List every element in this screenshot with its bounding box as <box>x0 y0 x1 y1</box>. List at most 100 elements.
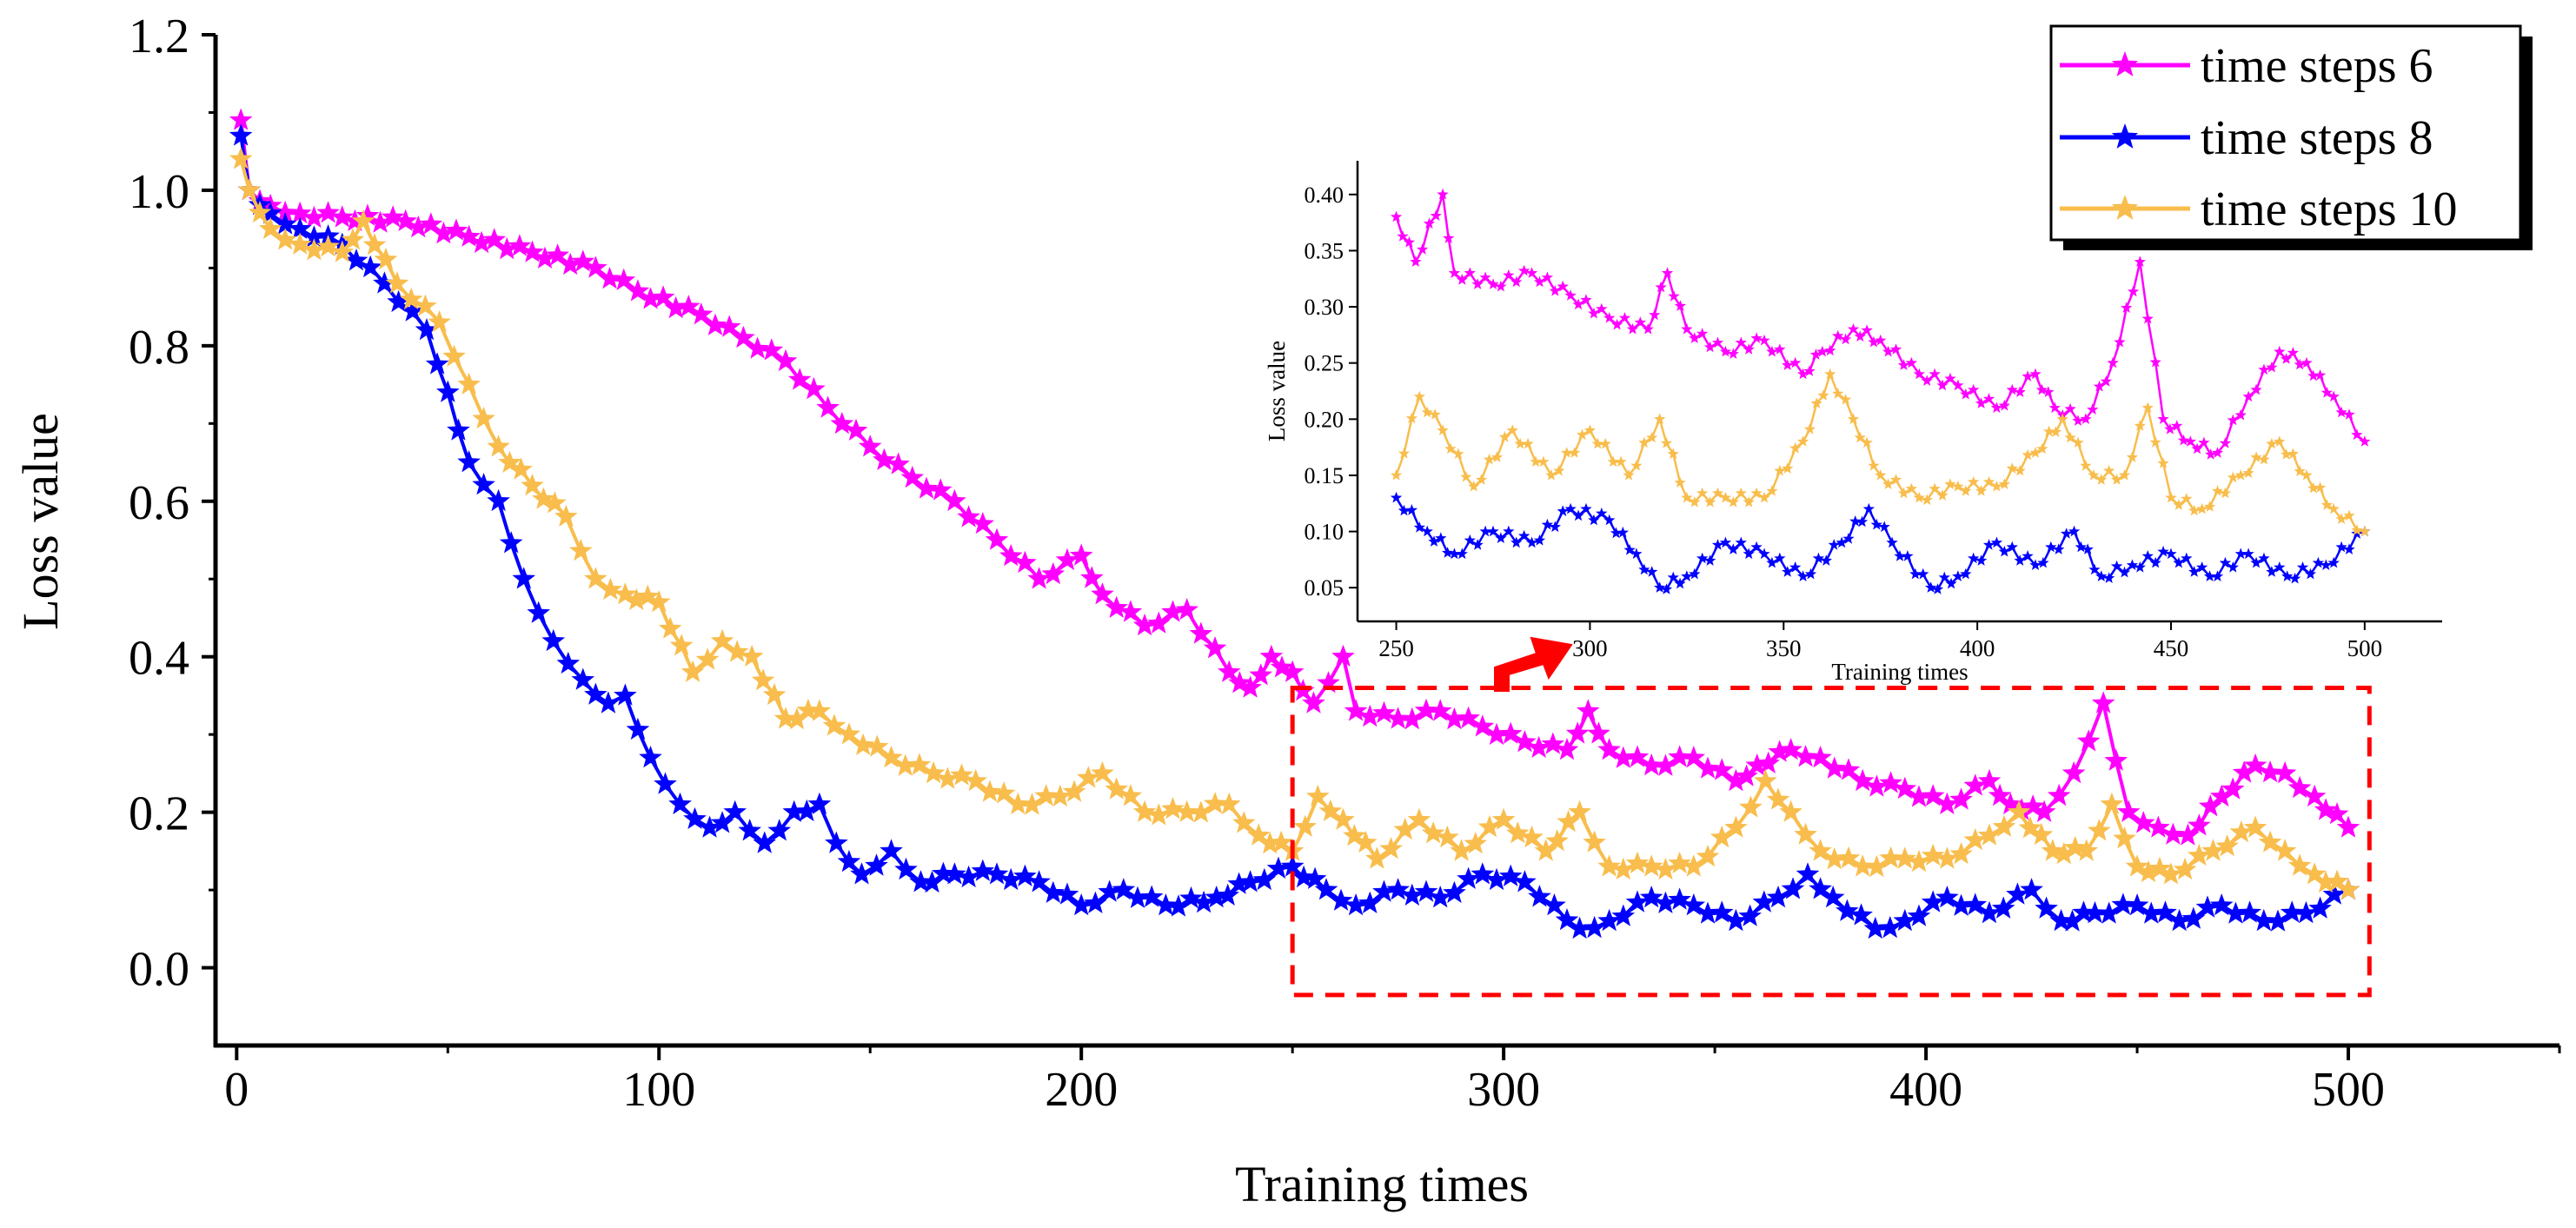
inset-data-point-star <box>1727 543 1739 554</box>
inset-data-point-star <box>2029 447 2042 458</box>
data-point-star <box>2111 893 2135 915</box>
data-point-star <box>1710 758 1734 780</box>
data-point-star <box>2336 815 2360 838</box>
data-point-star <box>710 811 734 833</box>
main-y-tick-label: 0.0 <box>129 943 189 997</box>
data-point-star <box>1491 807 1516 830</box>
data-point-star <box>1977 900 2002 924</box>
inset-data-point-star <box>1804 568 1817 580</box>
data-point-star <box>2075 839 2099 861</box>
data-point-star <box>1132 800 1157 822</box>
inset-data-point-star <box>2242 467 2254 478</box>
inset-data-point-star <box>1623 543 1636 555</box>
data-point-star <box>894 857 918 880</box>
inset-data-point-star <box>1750 487 1763 499</box>
inset-data-point-star <box>1429 408 1441 420</box>
inset-data-point-star <box>1854 431 1866 443</box>
inset-data-point-star <box>2118 566 2131 578</box>
main-axes: 0.0 0.2 0.4 0.6 0.8 1.0 1.2 0 100 200 300 400 500 T… <box>12 10 2561 1212</box>
data-point-star <box>385 271 409 294</box>
data-point-star <box>1583 830 1606 853</box>
inset-data-point-star <box>1828 539 1840 550</box>
inset-data-point-star <box>1944 478 1956 489</box>
inset-data-point-star <box>2164 423 2176 435</box>
inset-data-point-star <box>1623 469 1635 481</box>
data-point-star <box>457 224 481 247</box>
data-point-star <box>1175 800 1198 822</box>
data-point-star <box>612 268 636 290</box>
data-point-star <box>2007 800 2031 822</box>
inset-data-point-star <box>1541 518 1554 530</box>
inset-data-point-star <box>1703 341 1716 353</box>
data-point-star <box>571 249 595 272</box>
inset-data-point-star <box>1572 509 1584 521</box>
data-point-star <box>1597 854 1621 877</box>
inset-data-point-star <box>2203 501 2216 512</box>
data-point-star <box>2243 753 2267 776</box>
inset-data-point-star <box>1503 269 1515 281</box>
data-point-star <box>419 212 443 235</box>
inset-data-point-star <box>2196 561 2208 573</box>
data-point-star <box>374 247 398 270</box>
data-point-star <box>1421 821 1445 844</box>
data-point-star <box>1654 857 1677 880</box>
data-point-star <box>2280 900 2304 923</box>
data-point-star <box>1963 893 1988 915</box>
inset-data-point-star <box>1921 494 1933 506</box>
inset-data-point-star <box>1913 368 1925 380</box>
inset-data-point-star <box>1564 289 1577 301</box>
data-point-star <box>1400 707 1424 730</box>
inset-data-point-star <box>2335 406 2347 418</box>
inset-data-point-star <box>1642 322 1654 335</box>
data-point-star <box>1907 904 1931 926</box>
data-point-star <box>1977 768 2002 792</box>
data-point-star <box>1988 783 2012 806</box>
data-point-star <box>1779 738 1803 760</box>
inset-data-point-star <box>1889 474 1902 485</box>
inset-data-point-star <box>2177 434 2190 446</box>
inset-data-point-star <box>2171 420 2183 431</box>
data-point-star <box>2047 783 2071 806</box>
data-point-star <box>1822 846 1847 870</box>
data-point-star <box>1372 700 1396 723</box>
data-point-star <box>639 287 662 309</box>
data-point-star <box>1484 867 1509 891</box>
data-point-star <box>1303 866 1327 889</box>
inset-data-point-star <box>1861 436 1873 448</box>
data-point-star <box>487 435 510 457</box>
inset-data-point-star <box>1882 345 1895 357</box>
data-point-star <box>1568 916 1591 939</box>
data-point-star <box>1893 846 1917 869</box>
data-point-star <box>1027 567 1051 589</box>
inset-data-point-star <box>1758 491 1770 503</box>
data-point-star <box>2209 784 2234 806</box>
data-point-star <box>1696 901 1720 924</box>
data-point-star <box>2188 813 2211 836</box>
data-point-star <box>1132 613 1157 636</box>
data-point-star <box>2091 691 2115 714</box>
data-point-star <box>964 768 987 792</box>
inset-data-point-star <box>2141 550 2154 561</box>
inset-data-point-star <box>1842 533 1855 544</box>
inset-data-point-star <box>1711 336 1724 348</box>
data-point-star <box>344 249 368 271</box>
data-point-star <box>999 867 1023 891</box>
data-point-star <box>541 628 566 652</box>
inset-series-time-steps-10 <box>1390 368 2371 537</box>
inset-data-point-star <box>1452 448 1464 460</box>
data-point-star <box>866 734 889 757</box>
legend-star-icon <box>2111 51 2139 76</box>
data-point-star <box>740 644 764 667</box>
inset-data-point-star <box>1743 343 1755 355</box>
data-point-star <box>1414 880 1438 902</box>
inset-data-point-star <box>1750 541 1763 553</box>
legend: time steps 6 time steps 8 time steps 10 <box>2049 24 2533 250</box>
data-point-star <box>1745 753 1769 776</box>
data-point-star <box>237 177 262 201</box>
data-point-star <box>1291 865 1316 888</box>
inset-data-point-star <box>1854 330 1866 342</box>
data-point-star <box>723 800 747 822</box>
data-point-star <box>1020 793 1044 815</box>
data-point-star <box>358 255 382 278</box>
inset-data-point-star <box>2320 559 2332 570</box>
